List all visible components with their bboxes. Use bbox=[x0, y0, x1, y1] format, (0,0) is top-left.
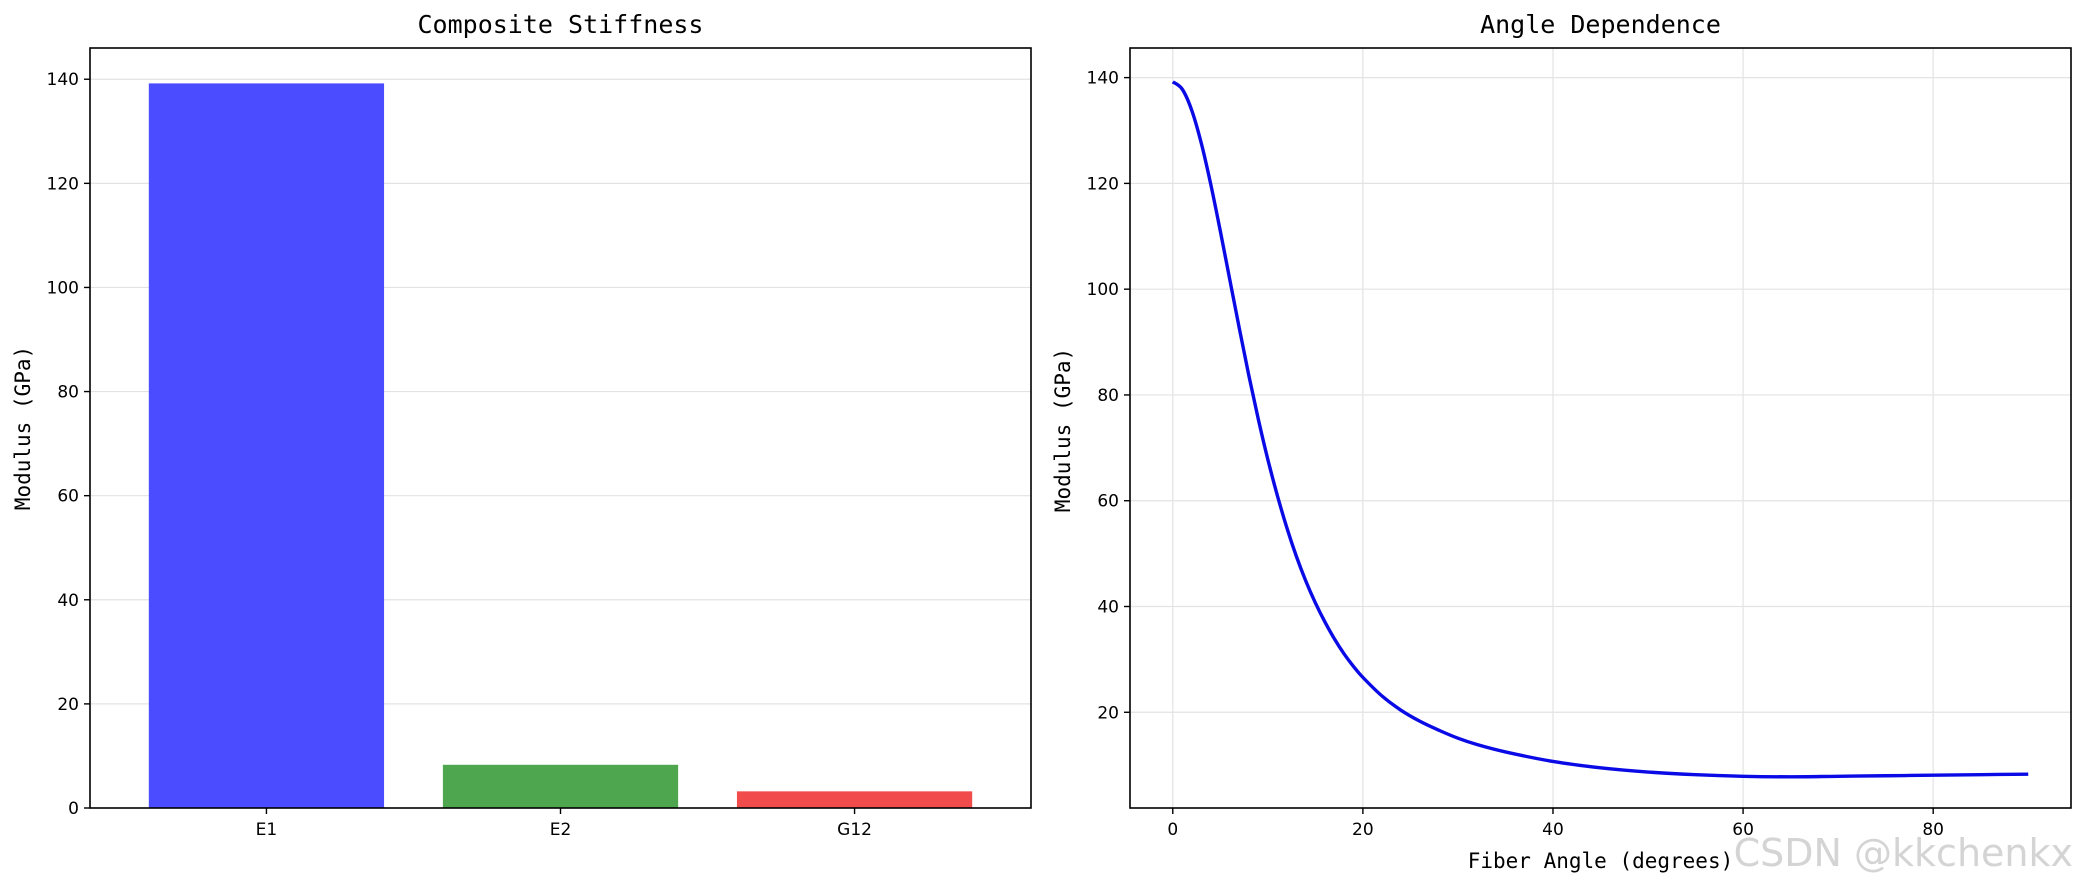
line-chart-frame bbox=[1129, 47, 2072, 809]
line-chart-y-tick-label: 60 bbox=[1097, 492, 1119, 512]
bar-g12 bbox=[736, 791, 973, 808]
line-chart-x-tick-label: 80 bbox=[1922, 820, 1944, 840]
bar-chart-y-ticks: 0 20 40 60 80 100 120 140 bbox=[47, 70, 90, 819]
line-chart-title: Angle Dependence bbox=[1480, 10, 1721, 39]
bar-chart-bars bbox=[148, 83, 973, 808]
line-chart-y-tick-label: 100 bbox=[1087, 280, 1119, 300]
bar-chart-x-tick-label: G12 bbox=[837, 820, 872, 840]
bar-chart-y-tick-label: 20 bbox=[57, 695, 79, 715]
line-chart-y-ticks: 20 40 60 80 100 120 140 bbox=[1087, 69, 1130, 723]
bar-chart-x-tick-label: E2 bbox=[550, 820, 572, 840]
line-chart-x-tick-label: 20 bbox=[1352, 820, 1374, 840]
line-chart-x-tick-label: 0 bbox=[1167, 820, 1178, 840]
line-chart-panel: 20 40 60 80 100 120 140 0 20 40 60 80 Angle Depend… bbox=[1051, 10, 2072, 873]
bar-e2 bbox=[442, 764, 679, 808]
bar-chart-y-tick-label: 140 bbox=[47, 70, 79, 90]
bar-chart-title: Composite Stiffness bbox=[418, 10, 704, 39]
bar-chart-y-tick-label: 0 bbox=[68, 799, 79, 819]
line-chart-grid bbox=[1130, 48, 2071, 808]
bar-chart-y-axis-label: Modulus (GPa) bbox=[11, 346, 35, 510]
bar-chart-y-tick-label: 100 bbox=[47, 278, 79, 298]
bar-chart-panel: 0 20 40 60 80 100 120 140 E1 E2 G12 Composite Sti… bbox=[11, 10, 1032, 840]
bar-chart-y-tick-label: 80 bbox=[57, 383, 79, 403]
line-chart-y-tick-label: 40 bbox=[1097, 597, 1119, 617]
bar-chart-y-tick-label: 40 bbox=[57, 591, 79, 611]
line-chart-y-axis-label: Modulus (GPa) bbox=[1051, 348, 1075, 512]
watermark: CSDN @kkchenkx bbox=[1734, 831, 2073, 875]
line-chart-x-tick-label: 40 bbox=[1542, 820, 1564, 840]
line-chart-y-tick-label: 140 bbox=[1087, 69, 1119, 89]
line-chart-y-tick-label: 20 bbox=[1097, 703, 1119, 723]
line-chart-y-tick-label: 120 bbox=[1087, 174, 1119, 194]
bar-chart-x-tick-label: E1 bbox=[256, 820, 278, 840]
bar-chart-y-tick-label: 60 bbox=[57, 487, 79, 507]
bar-chart-y-tick-label: 120 bbox=[47, 174, 79, 194]
line-chart-y-tick-label: 80 bbox=[1097, 386, 1119, 406]
line-chart-series-line bbox=[1171, 80, 2029, 779]
bar-chart-x-ticks: E1 E2 G12 bbox=[256, 808, 872, 840]
line-chart-x-ticks: 0 20 40 60 80 bbox=[1167, 808, 1944, 840]
line-chart-x-axis-label: Fiber Angle (degrees) bbox=[1468, 849, 1734, 873]
bar-e1 bbox=[148, 83, 385, 808]
line-chart-x-tick-label: 60 bbox=[1732, 820, 1754, 840]
